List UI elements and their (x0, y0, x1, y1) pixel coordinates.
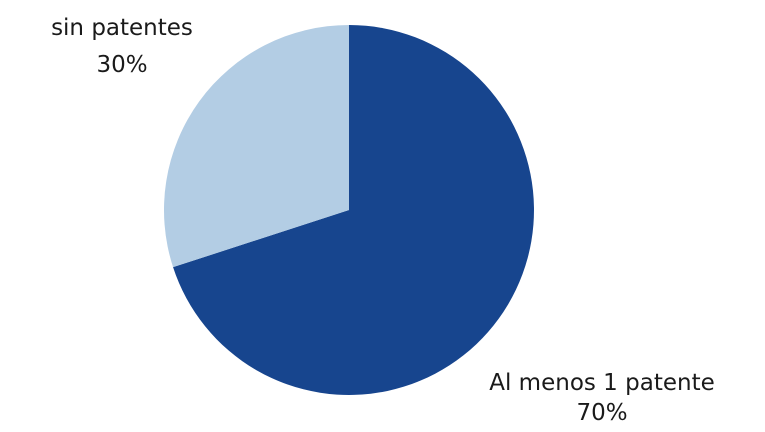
slice-label: Al menos 1 patente (489, 370, 715, 396)
pie-slices (163, 24, 534, 396)
slice-label: sin patentes (51, 15, 193, 41)
pie-slice-al-menos-1-patente (173, 25, 534, 396)
pie-labels: Al menos 1 patente 70% sin patentes 30% (51, 15, 715, 426)
pie-slice-sin-patentes (163, 24, 349, 268)
slice-value-label: 30% (96, 52, 147, 78)
slice-value-label: 70% (576, 400, 627, 426)
